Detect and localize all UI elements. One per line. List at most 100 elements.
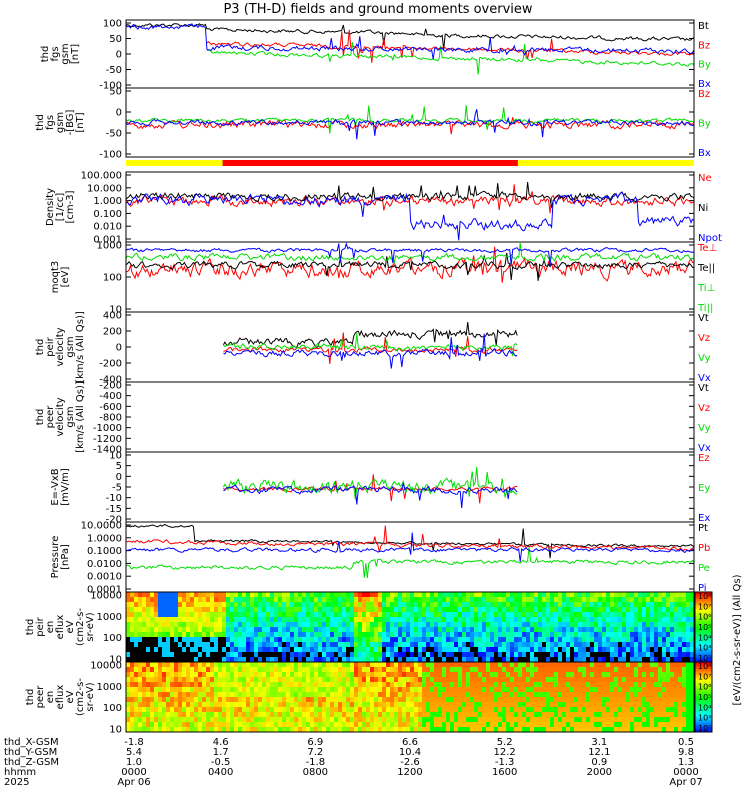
spectrogram-cell bbox=[418, 712, 423, 718]
spectrogram-cell bbox=[538, 657, 543, 663]
spectrogram-cell bbox=[614, 632, 619, 638]
spectrogram-cell bbox=[486, 687, 491, 693]
spectrogram-cell bbox=[526, 657, 531, 663]
spectrogram-cell bbox=[470, 607, 475, 613]
spectrogram-cell bbox=[422, 657, 427, 663]
spectrogram-cell bbox=[686, 637, 691, 643]
spectrogram-cell bbox=[410, 707, 415, 713]
colorbar-cell bbox=[695, 651, 712, 654]
spectrogram-cell bbox=[450, 642, 455, 648]
spectrogram-cell bbox=[254, 592, 259, 598]
spectrogram-cell bbox=[334, 597, 339, 603]
spectrogram-cell bbox=[190, 592, 195, 598]
spectrogram-cell bbox=[686, 727, 691, 733]
spectrogram-cell bbox=[510, 612, 515, 618]
spectrogram-cell bbox=[442, 622, 447, 628]
spectrogram-cell bbox=[262, 647, 267, 653]
spectrogram-cell bbox=[542, 637, 547, 643]
spectrogram-cell bbox=[170, 622, 175, 628]
spectrogram-cell bbox=[278, 722, 283, 728]
spectrogram-cell bbox=[202, 692, 207, 698]
spectrogram-cell bbox=[302, 682, 307, 688]
spectrogram-cell bbox=[374, 687, 379, 693]
spectrogram-cell bbox=[602, 727, 607, 733]
spectrogram-cell bbox=[242, 682, 247, 688]
spectrogram-cell bbox=[470, 712, 475, 718]
spectrogram-cell bbox=[638, 602, 643, 608]
spectrogram-cell bbox=[598, 617, 603, 623]
spectrogram-cell bbox=[470, 612, 475, 618]
series-line-Ni bbox=[125, 182, 695, 208]
ytick-label: 100 bbox=[103, 19, 122, 30]
spectrogram-cell bbox=[566, 722, 571, 728]
spectrogram-cell bbox=[498, 642, 503, 648]
colorbar-cell bbox=[695, 623, 712, 626]
spectrogram-cell bbox=[434, 647, 439, 653]
spectrogram-cell bbox=[542, 662, 547, 668]
spectrogram-cell bbox=[622, 707, 627, 713]
spectrogram-cell bbox=[250, 597, 255, 603]
spectrogram-cell bbox=[374, 602, 379, 608]
spectrogram-cell bbox=[358, 632, 363, 638]
spectrogram-cell bbox=[238, 667, 243, 673]
spectrogram-cell bbox=[306, 722, 311, 728]
spectrogram-cell bbox=[170, 617, 175, 623]
spectrogram-cell bbox=[390, 707, 395, 713]
spectrogram-cell bbox=[398, 677, 403, 683]
spectrogram-cell bbox=[414, 727, 419, 733]
spectrogram-cell bbox=[138, 617, 143, 623]
spectrogram-cell bbox=[258, 597, 263, 603]
spectrogram-cell bbox=[462, 662, 467, 668]
spectrogram-cell bbox=[362, 687, 367, 693]
spectrogram-cell bbox=[254, 687, 259, 693]
spectrogram-cell bbox=[510, 632, 515, 638]
spectrogram-cell bbox=[602, 617, 607, 623]
spectrogram-cell bbox=[498, 612, 503, 618]
spectrogram-cell bbox=[418, 647, 423, 653]
spectrogram-cell bbox=[154, 617, 159, 623]
spectrogram-cell bbox=[338, 622, 343, 628]
spectrogram-cell bbox=[270, 597, 275, 603]
spectrogram-cell bbox=[418, 617, 423, 623]
spectrogram-cell bbox=[226, 617, 231, 623]
spectrogram-cell bbox=[486, 697, 491, 703]
spectrogram-cell bbox=[550, 697, 555, 703]
spectrogram-cell bbox=[446, 592, 451, 598]
spectrogram-cell bbox=[318, 707, 323, 713]
spectrogram-cell bbox=[434, 687, 439, 693]
spectrogram-cell bbox=[234, 697, 239, 703]
spectrogram-cell bbox=[246, 647, 251, 653]
colorbar-cell bbox=[695, 669, 712, 672]
spectrogram-cell bbox=[574, 667, 579, 673]
spectrogram-cell bbox=[566, 627, 571, 633]
spectrogram-cell bbox=[610, 607, 615, 613]
spectrogram-cell bbox=[382, 632, 387, 638]
spectrogram-cell bbox=[398, 687, 403, 693]
spectrogram-cell bbox=[582, 727, 587, 733]
spectrogram-cell bbox=[222, 687, 227, 693]
spectrogram-cell bbox=[518, 602, 523, 608]
spectrogram-cell bbox=[238, 627, 243, 633]
spectrogram-cell bbox=[250, 702, 255, 708]
spectrogram-cell bbox=[362, 707, 367, 713]
spectrogram-cell bbox=[314, 622, 319, 628]
spectrogram-cell bbox=[462, 722, 467, 728]
spectrogram-cell bbox=[402, 632, 407, 638]
spectrogram-cell bbox=[390, 612, 395, 618]
series-line-Ne bbox=[125, 184, 694, 214]
spectrogram-cell bbox=[286, 722, 291, 728]
spectrogram-cell bbox=[282, 622, 287, 628]
spectrogram-cell bbox=[294, 597, 299, 603]
spectrogram-cell bbox=[594, 727, 599, 733]
ytick-label: 0.100 bbox=[93, 209, 122, 220]
spectrogram-cell bbox=[418, 632, 423, 638]
spectrogram-cell bbox=[466, 632, 471, 638]
spectrogram-cell bbox=[222, 652, 227, 658]
spectrogram-cell bbox=[494, 692, 499, 698]
spectrogram-cell bbox=[442, 592, 447, 598]
spectrogram-cell bbox=[306, 677, 311, 683]
spectrogram-cell bbox=[426, 687, 431, 693]
spectrogram-cell bbox=[506, 627, 511, 633]
spectrogram-cell bbox=[410, 722, 415, 728]
spectrogram-cell bbox=[482, 672, 487, 678]
